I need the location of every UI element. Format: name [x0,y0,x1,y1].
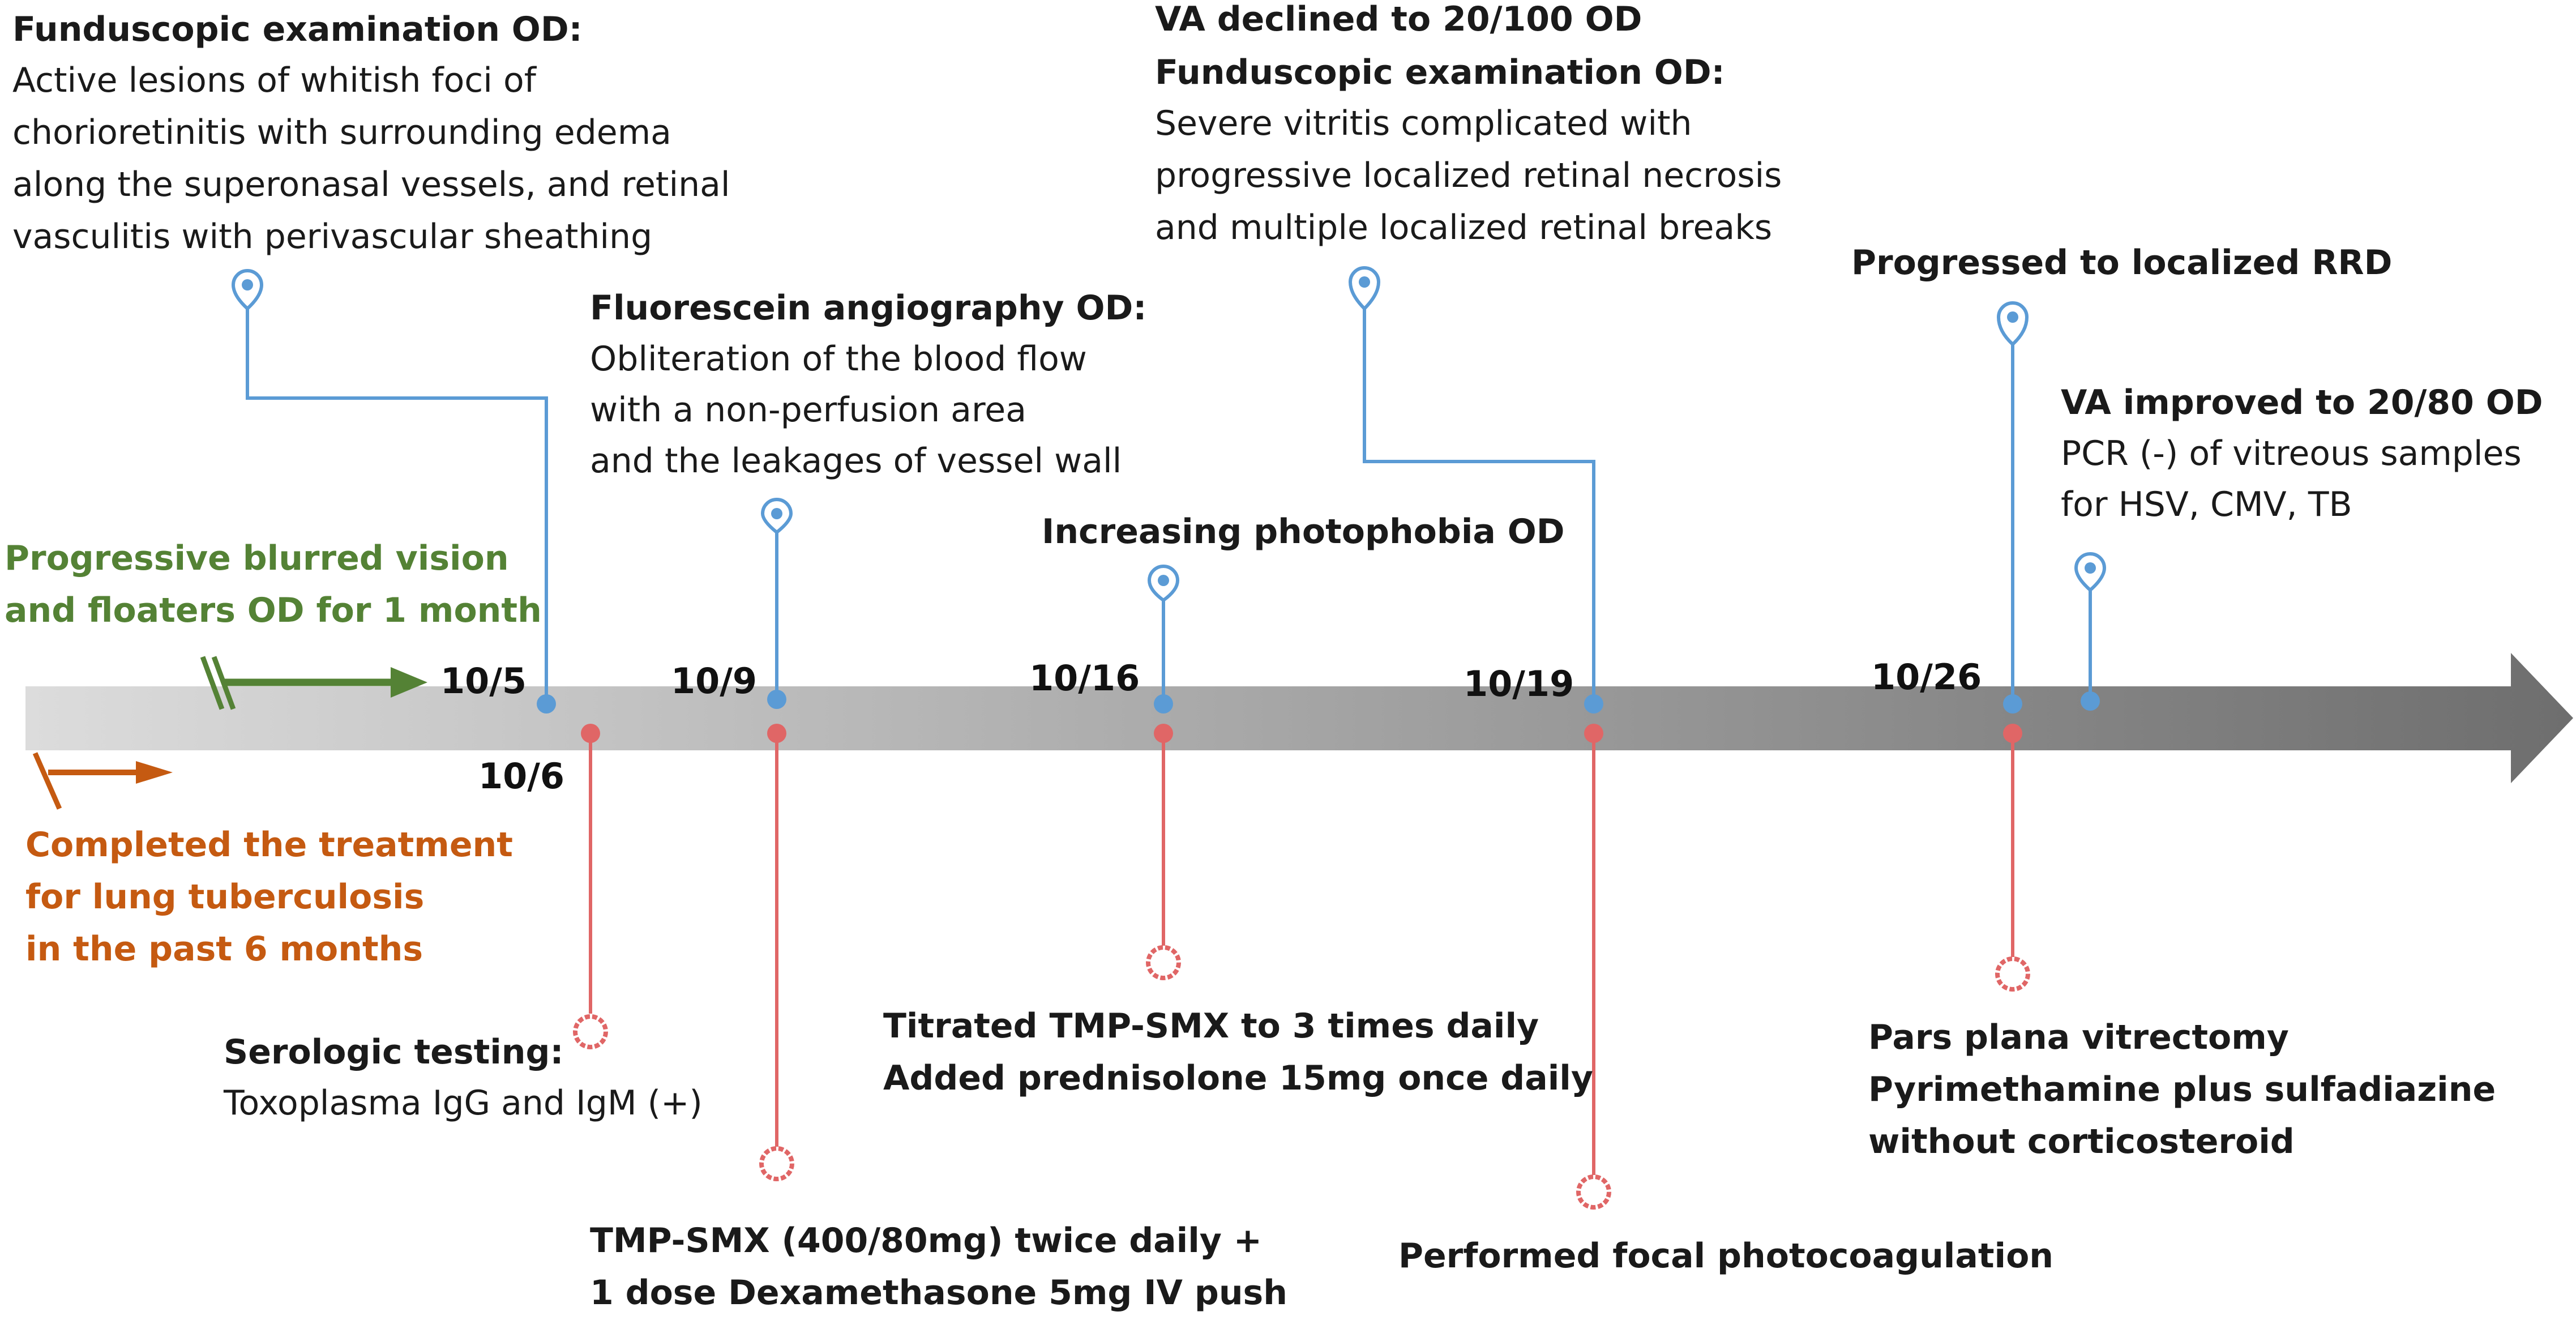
serologic-line-1: Toxoplasma IgG and IgM (+) [224,1083,703,1123]
tb-line-3: in the past 6 months [25,929,423,969]
event-dots-red [581,724,2022,743]
pin-icon [1147,565,1180,603]
va-declined-line-1: Severe vitritis complicated with [1155,104,1692,143]
photocoag-line-1: Performed focal photocoagulation [1398,1236,2054,1276]
vitrectomy-line-1: Pars plana vitrectomy [1868,1018,2289,1057]
ring-icon [573,945,2030,1210]
date-label: 10/9 [671,660,758,702]
pin-icon [1996,301,2029,347]
fluorescein-title: Fluorescein angiography OD: [590,288,1147,328]
tmp-smx-line-1: TMP-SMX (400/80mg) twice daily + [590,1221,1263,1261]
fundus-first-line-1: Active lesions of whitish foci of [12,61,536,100]
date-label: 10/19 [1464,663,1574,704]
vitrectomy-line-3: without corticosteroid [1868,1122,2295,1161]
vitrectomy-line-2: Pyrimethamine plus sulfadiazine [1868,1070,2496,1109]
pin-icon [760,498,793,535]
titrated-line-1: Titrated TMP-SMX to 3 times daily [883,1006,1539,1046]
date-label: 10/5 [440,660,527,702]
date-label: 10/26 [1871,656,1982,698]
serologic-title: Serologic testing: [224,1032,564,1072]
fundus-first-line-2: chorioretinitis with surrounding edema [12,113,671,152]
event-dots-blue [537,690,2100,714]
fundus-first-title: Funduscopic examination OD: [12,10,583,49]
pin-icon [231,269,264,311]
pin-icon [2074,552,2107,592]
pin-icon [1348,266,1381,311]
blue-connectors [246,309,2092,703]
fundus-first-line-3: along the superonasal vessels, and retin… [12,165,730,204]
symptom-duration-arrow [200,656,427,710]
photophobia-title: Increasing photophobia OD [1042,512,1565,552]
fluorescein-line-3: and the leakages of vessel wall [590,441,1122,481]
titrated-line-2: Added prednisolone 15mg once daily [883,1058,1593,1098]
va-improved-line-2: for HSV, CMV, TB [2061,485,2352,524]
fundus-second-title: Funduscopic examination OD: [1155,53,1725,92]
symptom-line-2: and floaters OD for 1 month [5,591,542,630]
va-declined-line-2: progressive localized retinal necrosis [1155,156,1782,195]
fluorescein-line-1: Obliteration of the blood flow [590,339,1087,379]
timeline-arrow [25,653,2573,783]
fundus-first-line-4: vasculitis with perivascular sheathing [12,217,653,257]
va-improved-title: VA improved to 20/80 OD [2061,383,2543,422]
date-label: 10/6 [478,755,565,797]
fluorescein-line-2: with a non-perfusion area [590,390,1026,430]
tmp-smx-line-2: 1 dose Dexamethasone 5mg IV push [590,1273,1287,1313]
tb-line-1: Completed the treatment [25,825,513,865]
va-declined-title: VA declined to 20/100 OD [1155,0,1642,39]
treatment-history-arrow [32,752,173,810]
red-connectors [589,733,2014,1175]
symptom-line-1: Progressive blurred vision [5,539,509,578]
va-declined-line-3: and multiple localized retinal breaks [1155,208,1773,247]
va-improved-line-1: PCR (-) of vitreous samples [2061,434,2522,473]
date-label: 10/16 [1029,657,1140,699]
tb-line-2: for lung tuberculosis [25,877,425,917]
rrd-title: Progressed to localized RRD [1851,243,2393,283]
